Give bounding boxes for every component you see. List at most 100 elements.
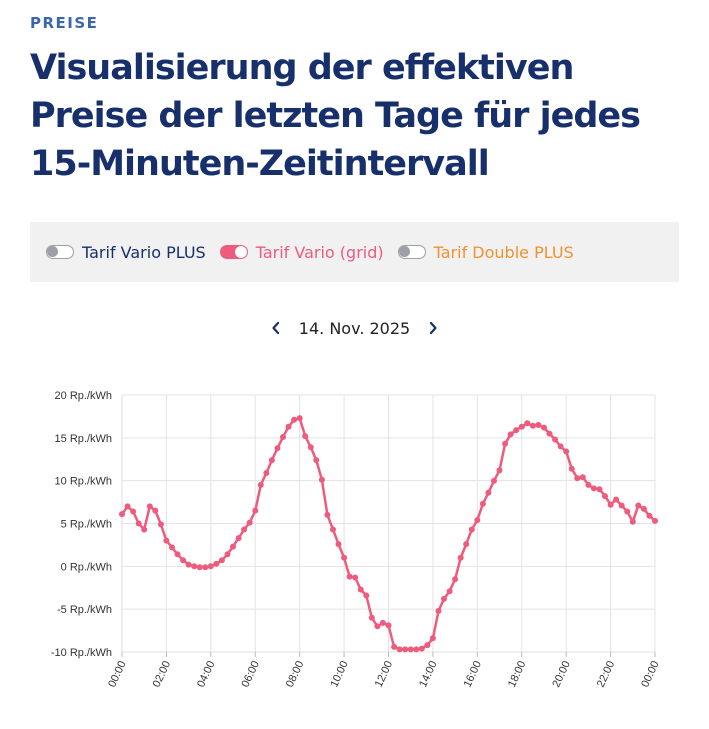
data-point[interactable]: [391, 643, 398, 650]
data-point[interactable]: [629, 518, 636, 525]
data-point[interactable]: [646, 512, 653, 519]
data-point[interactable]: [307, 444, 314, 451]
data-point[interactable]: [563, 448, 570, 455]
data-point[interactable]: [452, 576, 459, 583]
data-point[interactable]: [324, 511, 331, 518]
data-point[interactable]: [130, 508, 137, 515]
data-point[interactable]: [590, 485, 597, 492]
toggle-tarif-vario-grid[interactable]: Tarif Vario (grid): [219, 243, 384, 262]
data-point[interactable]: [496, 467, 503, 474]
data-point[interactable]: [479, 500, 486, 507]
data-point[interactable]: [413, 646, 420, 653]
chevron-left-icon[interactable]: [269, 318, 283, 338]
data-point[interactable]: [624, 508, 631, 515]
data-point[interactable]: [346, 573, 353, 580]
data-point[interactable]: [552, 436, 559, 443]
data-point[interactable]: [652, 517, 658, 524]
data-point[interactable]: [252, 507, 259, 514]
data-point[interactable]: [268, 457, 275, 464]
data-point[interactable]: [396, 646, 403, 653]
data-point[interactable]: [424, 642, 431, 649]
data-point[interactable]: [474, 517, 481, 524]
data-point[interactable]: [457, 554, 464, 561]
data-point[interactable]: [613, 496, 620, 503]
data-point[interactable]: [579, 474, 586, 481]
data-point[interactable]: [574, 475, 581, 482]
data-point[interactable]: [368, 614, 375, 621]
data-point[interactable]: [174, 551, 181, 558]
data-point[interactable]: [257, 481, 264, 488]
data-point[interactable]: [546, 430, 553, 437]
data-point[interactable]: [241, 526, 248, 533]
data-point[interactable]: [341, 554, 348, 561]
data-point[interactable]: [602, 493, 608, 500]
data-point[interactable]: [379, 619, 386, 626]
data-point[interactable]: [435, 607, 442, 614]
data-point[interactable]: [246, 519, 253, 526]
data-point[interactable]: [640, 505, 647, 512]
data-point[interactable]: [330, 526, 336, 533]
data-point[interactable]: [202, 564, 209, 571]
data-point[interactable]: [468, 526, 475, 533]
data-point[interactable]: [218, 557, 225, 564]
data-point[interactable]: [169, 544, 175, 551]
data-point[interactable]: [529, 422, 536, 429]
data-point[interactable]: [318, 476, 325, 483]
data-point[interactable]: [352, 574, 359, 581]
data-point[interactable]: [302, 433, 309, 440]
data-point[interactable]: [335, 541, 342, 548]
data-point[interactable]: [402, 646, 409, 653]
data-point[interactable]: [491, 477, 497, 484]
data-point[interactable]: [196, 564, 203, 571]
data-point[interactable]: [418, 645, 425, 652]
data-point[interactable]: [213, 560, 220, 567]
data-point[interactable]: [502, 440, 509, 447]
data-point[interactable]: [607, 501, 614, 508]
data-point[interactable]: [557, 443, 564, 450]
data-point[interactable]: [141, 526, 148, 533]
data-point[interactable]: [635, 502, 642, 509]
data-point[interactable]: [180, 557, 187, 564]
data-point[interactable]: [280, 434, 286, 440]
data-point[interactable]: [185, 561, 192, 568]
data-point[interactable]: [163, 537, 170, 544]
data-point[interactable]: [385, 622, 392, 629]
data-point[interactable]: [157, 521, 164, 528]
data-point[interactable]: [285, 423, 292, 430]
data-point[interactable]: [507, 431, 514, 438]
data-point[interactable]: [313, 457, 320, 464]
data-point[interactable]: [596, 486, 603, 493]
data-point[interactable]: [524, 420, 531, 427]
toggle-switch-on-icon[interactable]: [219, 245, 248, 259]
toggle-switch-off-icon[interactable]: [46, 245, 74, 259]
data-point[interactable]: [441, 595, 447, 602]
data-point[interactable]: [152, 507, 159, 514]
data-point[interactable]: [124, 503, 131, 510]
chevron-right-icon[interactable]: [426, 318, 440, 338]
data-point[interactable]: [429, 635, 436, 642]
data-point[interactable]: [618, 502, 625, 509]
data-point[interactable]: [135, 520, 142, 527]
data-point[interactable]: [463, 541, 470, 548]
data-point[interactable]: [191, 563, 198, 570]
data-point[interactable]: [263, 470, 270, 476]
toggle-tarif-double-plus[interactable]: Tarif Double PLUS: [397, 243, 574, 262]
data-point[interactable]: [374, 623, 381, 630]
data-point[interactable]: [274, 445, 281, 452]
data-point[interactable]: [230, 543, 236, 550]
data-point[interactable]: [119, 511, 125, 518]
data-point[interactable]: [296, 415, 303, 422]
data-point[interactable]: [541, 424, 547, 431]
data-point[interactable]: [513, 427, 520, 434]
data-point[interactable]: [446, 588, 453, 595]
toggle-tarif-vario-plus[interactable]: Tarif Vario PLUS: [46, 243, 206, 262]
data-point[interactable]: [485, 489, 492, 496]
data-point[interactable]: [568, 465, 575, 472]
data-point[interactable]: [357, 586, 364, 593]
data-point[interactable]: [207, 563, 214, 570]
data-point[interactable]: [407, 646, 414, 653]
data-point[interactable]: [363, 592, 370, 599]
data-point[interactable]: [224, 551, 231, 558]
data-point[interactable]: [146, 503, 153, 510]
data-point[interactable]: [518, 423, 525, 430]
